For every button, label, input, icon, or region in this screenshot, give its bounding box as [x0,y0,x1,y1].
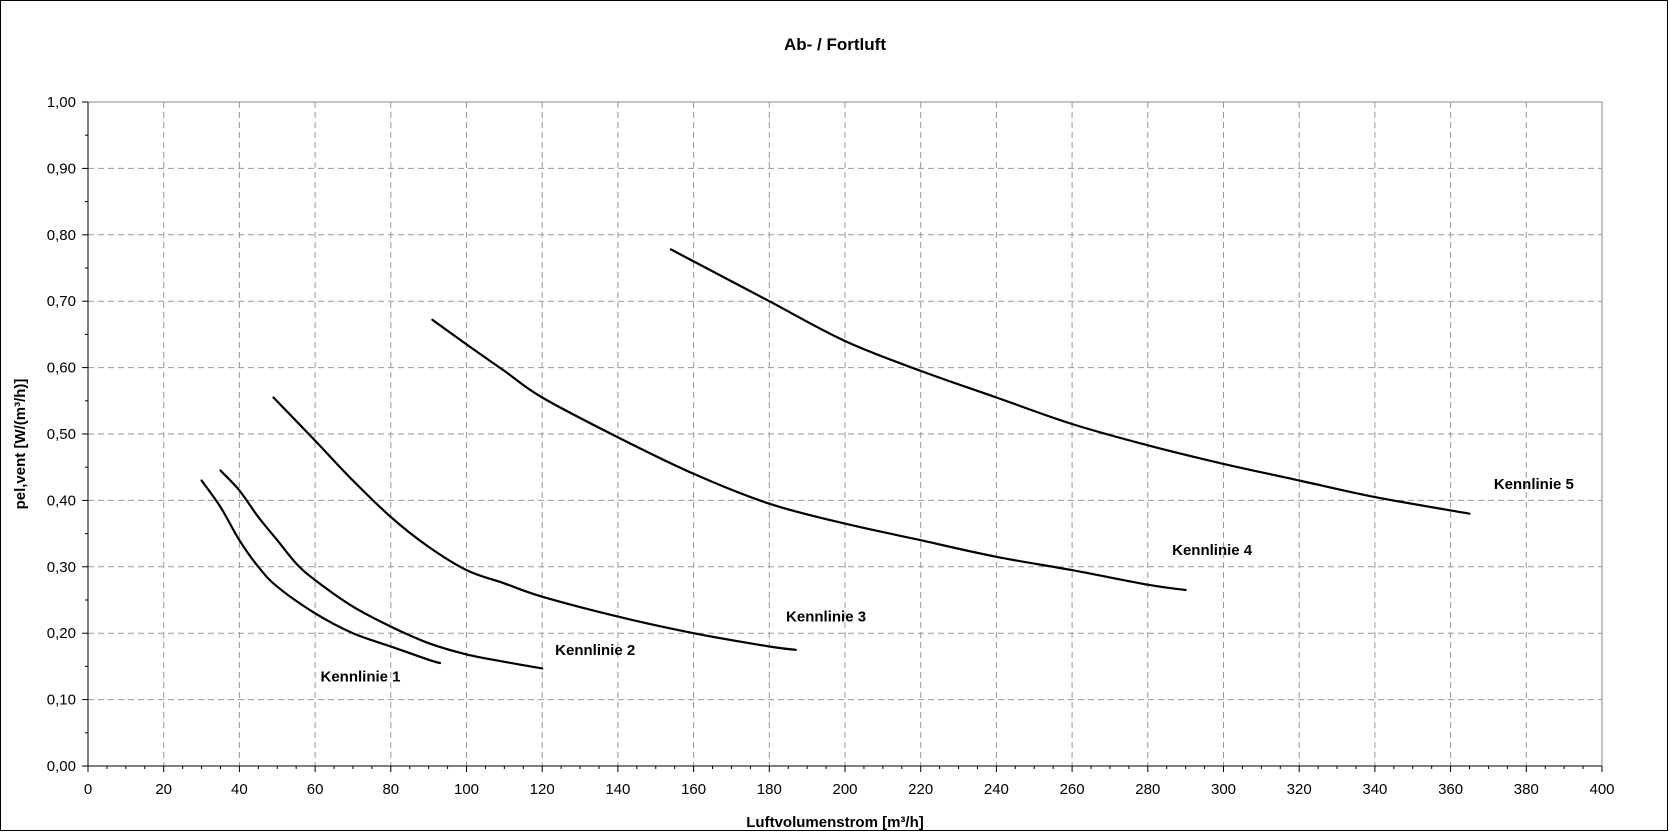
y-tick-label: 0,80 [47,227,76,244]
axis-layer: 0 20 40 60 80 100 120 140 160 180 200 220 240 260 280 3… [47,94,1615,798]
series-label-kennlinie-5: Kennlinie 5 [1494,476,1574,493]
x-tick-label: 20 [155,781,172,798]
x-tick-label: 60 [307,781,324,798]
y-tick-label: 0,20 [47,625,76,642]
x-tick-label: 320 [1287,781,1312,798]
series-label-layer: Kennlinie 1 Kennlinie 2 Kennlinie 3 Kennlin… [321,476,1574,686]
x-tick-label: 240 [984,781,1009,798]
series-line-kennlinie-5 [669,248,1471,515]
x-tick-label: 260 [1060,781,1085,798]
series-layer [200,248,1471,670]
x-tick-label: 220 [908,781,933,798]
x-tick-label: 200 [832,781,857,798]
series-label-kennlinie-2: Kennlinie 2 [555,642,635,659]
series-line-kennlinie-1 [200,479,442,665]
y-tick-label: 0,70 [47,293,76,310]
x-tick-label: 180 [757,781,782,798]
y-tick-label: 0,30 [47,559,76,576]
series-line-kennlinie-4 [431,318,1187,592]
y-tick-label: 0,90 [47,160,76,177]
x-tick-label: 380 [1514,781,1539,798]
x-tick-label: 340 [1362,781,1387,798]
y-axis-title: pel,vent [W/(m³/h)] [12,379,29,510]
x-tick-label: 360 [1438,781,1463,798]
series-label-kennlinie-3: Kennlinie 3 [786,609,866,626]
series-label-kennlinie-1: Kennlinie 1 [321,668,401,685]
x-tick-label: 140 [605,781,630,798]
x-axis-title: Luftvolumenstrom [m³/h] [746,814,924,831]
x-tick-label: 400 [1589,781,1614,798]
x-tick-label: 280 [1135,781,1160,798]
series-line-kennlinie-2 [219,469,544,670]
series-line-kennlinie-3 [272,396,797,651]
x-tick-label: 120 [530,781,555,798]
y-tick-label: 0,60 [47,360,76,377]
x-tick-label: 40 [231,781,248,798]
x-tick-label: 100 [454,781,479,798]
series-label-kennlinie-4: Kennlinie 4 [1172,542,1253,559]
grid-layer [87,101,1603,767]
chart-title: Ab- / Fortluft [784,35,886,54]
x-tick-label: 300 [1211,781,1236,798]
y-tick-label: 1,00 [47,94,76,111]
x-tick-label: 160 [681,781,706,798]
y-tick-label: 0,10 [47,692,76,709]
x-tick-label: 80 [382,781,399,798]
y-tick-label: 0,00 [47,758,76,775]
x-tick-label: 0 [84,781,92,798]
y-tick-label: 0,50 [47,426,76,443]
y-tick-label: 0,40 [47,492,76,509]
